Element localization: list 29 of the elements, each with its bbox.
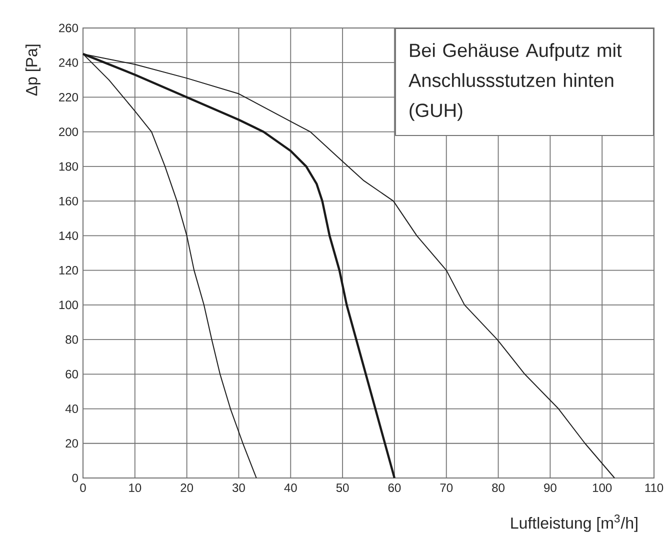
x-tick-label: 60 — [388, 484, 401, 492]
x-tick-label: 70 — [440, 484, 453, 492]
y-tick-label: 0 — [72, 474, 78, 482]
x-tick-label: 90 — [544, 484, 556, 492]
x-tick-label: 50 — [336, 484, 349, 492]
y-tick-label: 80 — [66, 335, 78, 344]
x-tick-label: 20 — [180, 484, 194, 492]
y-tick-label: 60 — [66, 370, 78, 378]
y-axis-title: Δp [Pa] — [26, 44, 40, 96]
x-tick-label: 0 — [80, 484, 86, 492]
y-tick-label: 260 — [59, 24, 78, 32]
y-tick-label: 240 — [59, 58, 78, 67]
x-tick-label: 100 — [593, 484, 612, 492]
x-tick-label: 110 — [645, 484, 664, 492]
x-tick-label: 80 — [492, 484, 504, 492]
y-tick-label: 100 — [59, 300, 78, 310]
y-tick-label: 20 — [66, 439, 78, 448]
annotation: Bei Gehäuse Aufputz mit Anschlussstutzen hinten (GUH) — [408, 43, 622, 121]
y-tick-label: 180 — [59, 162, 78, 171]
y-tick-label: 120 — [59, 266, 78, 275]
y-tick-label: 40 — [65, 404, 78, 414]
y-tick-label: 220 — [59, 92, 78, 102]
x-axis-title: Luftleistung [m$^{3}$/h] — [511, 514, 638, 532]
y-tick-label: 160 — [59, 196, 78, 206]
y-tick-label: 140 — [59, 231, 78, 240]
x-tick-label: 10 — [129, 484, 142, 492]
y-tick-label: 200 — [59, 128, 78, 136]
x-tick-label: 30 — [232, 484, 245, 492]
x-tick-label: 40 — [284, 484, 297, 492]
